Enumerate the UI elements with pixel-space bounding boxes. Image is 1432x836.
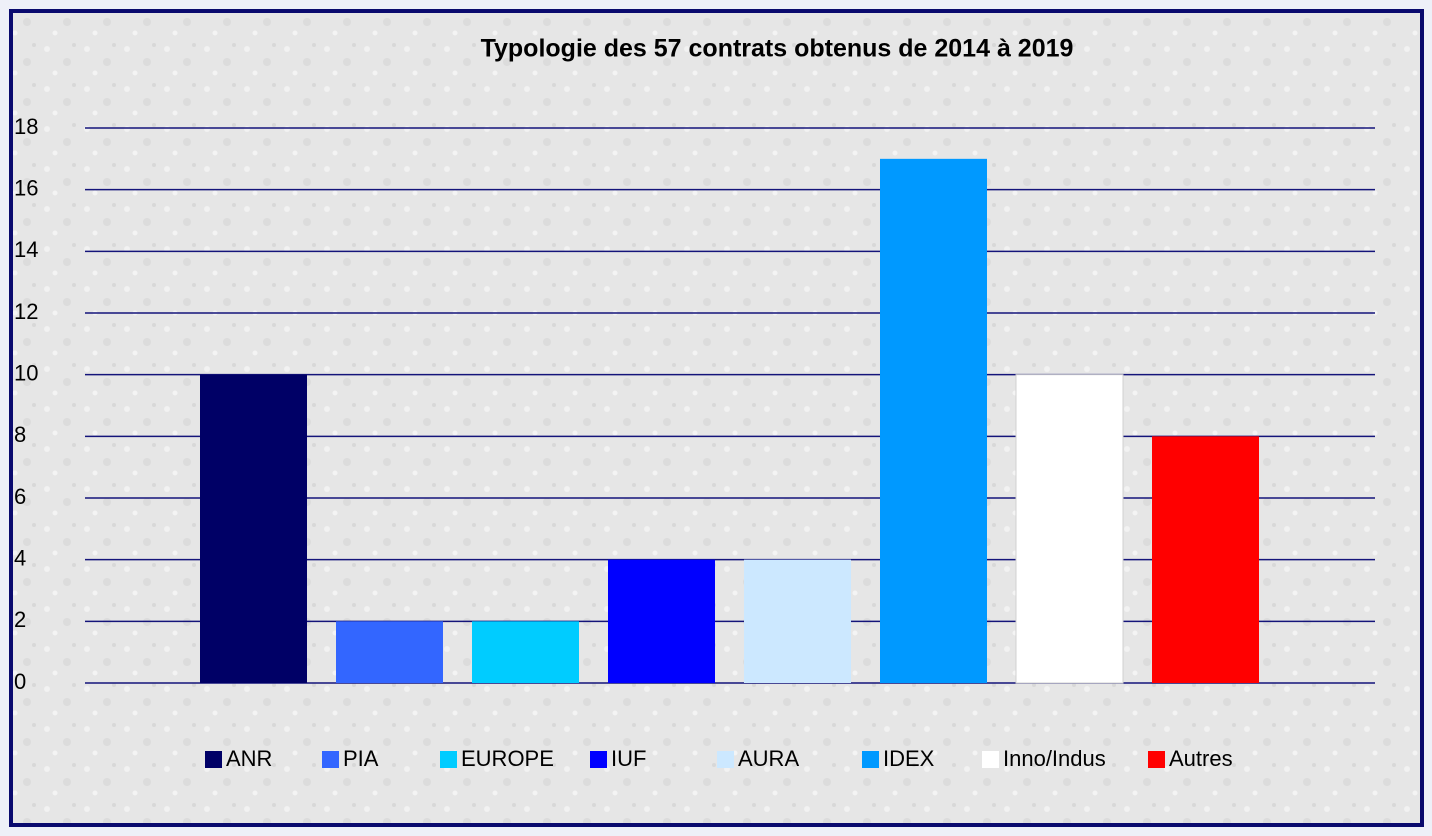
legend-swatch xyxy=(590,751,607,768)
legend-label: ANR xyxy=(226,746,272,771)
y-tick-label: 2 xyxy=(14,607,26,632)
y-tick-label: 14 xyxy=(14,237,38,262)
y-tick-label: 8 xyxy=(14,422,26,447)
bar xyxy=(1015,374,1124,684)
legend-swatch xyxy=(322,751,339,768)
bar xyxy=(1152,436,1259,683)
y-tick-label: 10 xyxy=(14,360,38,385)
legend-label: AURA xyxy=(738,746,799,771)
legend-label: EUROPE xyxy=(461,746,554,771)
y-tick-label: 0 xyxy=(14,669,26,694)
y-tick-label: 6 xyxy=(14,484,26,509)
y-tick-label: 12 xyxy=(14,299,38,324)
bar xyxy=(336,621,443,683)
y-tick-label: 4 xyxy=(14,545,26,570)
legend-label: IDEX xyxy=(883,746,935,771)
legend-label: Autres xyxy=(1169,746,1233,771)
bar xyxy=(880,158,987,684)
bar xyxy=(744,559,851,683)
bar xyxy=(200,374,307,683)
legend-swatch xyxy=(862,751,879,768)
y-tick-label: 16 xyxy=(14,175,38,200)
legend-swatch xyxy=(440,751,457,768)
y-tick-label: 18 xyxy=(14,114,38,139)
legend-label: IUF xyxy=(611,746,646,771)
legend-swatch xyxy=(205,751,222,768)
bar xyxy=(472,621,579,683)
legend-swatch xyxy=(717,751,734,768)
bar xyxy=(608,559,715,683)
legend-label: PIA xyxy=(343,746,379,771)
legend-swatch xyxy=(1148,751,1165,768)
legend-swatch xyxy=(982,751,999,768)
chart-title: Typologie des 57 contrats obtenus de 201… xyxy=(481,35,1074,63)
legend-label: Inno/Indus xyxy=(1003,746,1106,771)
